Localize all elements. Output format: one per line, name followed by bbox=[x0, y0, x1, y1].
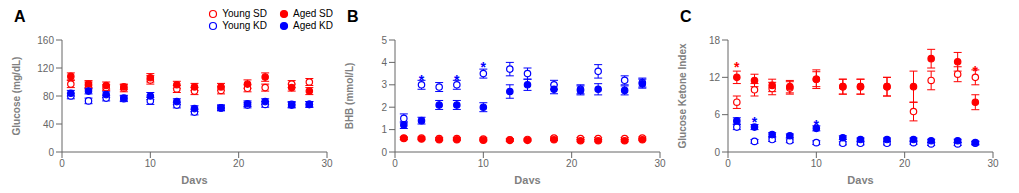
svg-text:120: 120 bbox=[37, 63, 54, 74]
svg-text:30: 30 bbox=[321, 158, 333, 169]
html-text:C: C bbox=[680, 8, 692, 25]
svg-text:*: * bbox=[752, 114, 758, 130]
svg-text:30: 30 bbox=[987, 158, 999, 169]
html-text:Aged SD: Aged SD bbox=[293, 8, 333, 19]
svg-text:6: 6 bbox=[714, 109, 720, 120]
svg-text:Glucose (mg/dL): Glucose (mg/dL) bbox=[11, 57, 22, 136]
svg-text:0: 0 bbox=[48, 147, 54, 158]
svg-text:5: 5 bbox=[381, 35, 387, 46]
svg-text:160: 160 bbox=[37, 35, 54, 46]
svg-text:30: 30 bbox=[654, 158, 666, 169]
svg-text:BHB (mmol/L): BHB (mmol/L) bbox=[344, 63, 355, 130]
html-text:Young SD: Young SD bbox=[222, 8, 267, 19]
svg-text:*: * bbox=[419, 72, 425, 88]
svg-text:20: 20 bbox=[899, 158, 911, 169]
svg-text:20: 20 bbox=[233, 158, 245, 169]
svg-text:*: * bbox=[814, 117, 820, 133]
svg-text:0: 0 bbox=[392, 158, 398, 169]
html-text:Young KD: Young KD bbox=[222, 20, 267, 31]
svg-text:4: 4 bbox=[381, 57, 387, 68]
html-text:Aged KD: Aged KD bbox=[293, 20, 333, 31]
svg-text:80: 80 bbox=[43, 91, 55, 102]
svg-text:*: * bbox=[481, 59, 487, 75]
svg-text:0: 0 bbox=[381, 147, 387, 158]
svg-text:*: * bbox=[973, 63, 979, 79]
svg-text:Days: Days bbox=[181, 174, 207, 184]
svg-text:1: 1 bbox=[381, 124, 387, 135]
svg-text:12: 12 bbox=[709, 72, 721, 83]
svg-text:18: 18 bbox=[709, 35, 721, 46]
svg-text:0: 0 bbox=[59, 158, 65, 169]
svg-text:3: 3 bbox=[381, 79, 387, 90]
html-text:A: A bbox=[14, 8, 26, 25]
svg-text:0: 0 bbox=[725, 158, 731, 169]
svg-text:2: 2 bbox=[381, 102, 387, 113]
svg-text:Days: Days bbox=[847, 174, 873, 184]
svg-text:20: 20 bbox=[566, 158, 578, 169]
html-text:B: B bbox=[347, 8, 359, 25]
svg-text:*: * bbox=[734, 59, 740, 75]
svg-text:10: 10 bbox=[811, 158, 823, 169]
svg-text:*: * bbox=[454, 72, 460, 88]
svg-text:10: 10 bbox=[478, 158, 490, 169]
svg-text:0: 0 bbox=[714, 147, 720, 158]
svg-text:Glucose Ketone Index: Glucose Ketone Index bbox=[677, 43, 688, 148]
svg-text:10: 10 bbox=[145, 158, 157, 169]
svg-text:Days: Days bbox=[514, 174, 540, 184]
svg-text:40: 40 bbox=[43, 119, 55, 130]
